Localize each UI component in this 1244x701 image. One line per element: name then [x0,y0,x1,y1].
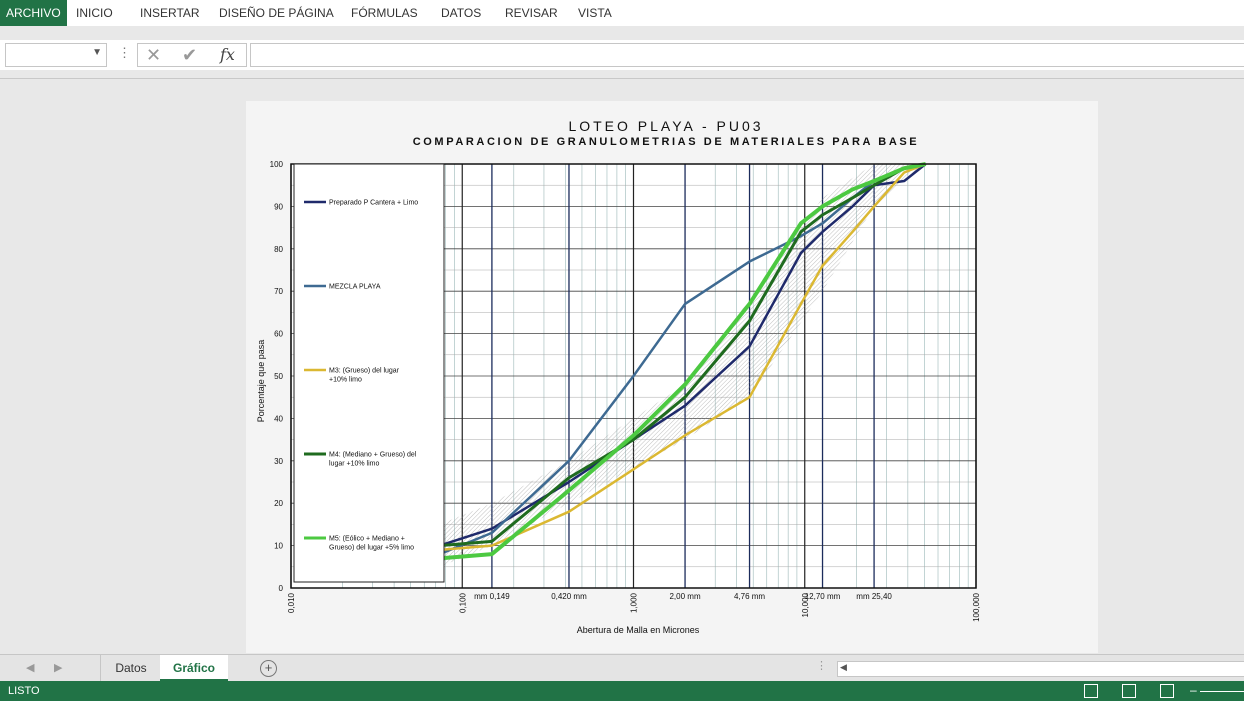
next-sheet-icon[interactable]: ▶ [54,662,63,674]
y-tick-label: 60 [274,330,283,339]
specification-band [439,164,925,567]
legend-entry-2: MEZCLA PLAYA [329,284,381,291]
page-break-icon[interactable] [1160,684,1174,698]
sheet-tab-grafico[interactable]: Gráfico [160,655,228,681]
x-tick-label: 1,000 [630,592,639,613]
chevron-down-icon[interactable]: ▼ [92,47,102,58]
add-sheet-icon[interactable]: + [260,660,277,677]
x-tick-label: 10,000 [801,592,810,617]
y-tick-label: 100 [270,160,284,169]
legend-box [293,163,445,583]
sieve-label: 12,70 mm [805,592,841,601]
status-bar: LISTO – [0,681,1244,701]
x-tick-label: 0,100 [458,592,467,613]
x-tick-label: 0,010 [287,592,296,613]
zoom-slider[interactable] [1200,691,1244,692]
y-tick-label: 40 [274,414,283,423]
formula-buttons: ✕ ✔ fx [137,43,247,67]
name-box[interactable]: ▼ [5,43,107,67]
normal-view-icon[interactable] [1084,684,1098,698]
scroll-handle-icon[interactable]: ⋮ [816,660,827,672]
tab-formulas[interactable]: FÓRMULAS [351,6,418,20]
chart-title: LOTEO PLAYA - PU03 [568,118,763,134]
sieve-label: mm 0,149 [474,592,510,601]
insert-function-icon[interactable]: fx [220,45,235,64]
plot-border [290,163,977,589]
x-tick-label: 100,000 [972,592,981,621]
horizontal-scrollbar[interactable]: ◀ [837,661,1244,677]
ribbon-tabs: ARCHIVO INICIO INSERTAR DISEÑO DE PÁGINA… [0,0,1244,26]
legend-entry-1: Preparado P Cantera + Limo [329,200,418,207]
prev-sheet-icon[interactable]: ◀ [26,662,35,674]
formula-input[interactable] [250,43,1244,67]
tab-diseno-de-pagina[interactable]: DISEÑO DE PÁGINA [219,6,334,20]
y-tick-label: 50 [274,372,283,381]
scroll-left-icon[interactable]: ◀ [840,662,847,672]
series-line-4 [439,162,926,548]
sheet-tab-datos[interactable]: Datos [100,655,161,681]
sieve-label: 2,00 mm [669,592,700,601]
sheet-tab-bar: ◀ ▶ Datos Gráfico + ⋮ ◀ [0,654,1244,682]
tab-revisar[interactable]: REVISAR [505,6,558,20]
tab-insertar[interactable]: INSERTAR [140,6,200,20]
y-tick-label: 30 [274,457,283,466]
sieve-label: mm 25,40 [856,592,892,601]
formula-bar: ▼ ⋮ ✕ ✔ fx [0,40,1244,70]
tab-inicio[interactable]: INICIO [76,6,113,20]
legend-entry-3: M3: (Grueso) del lugar +10% limo [329,368,400,384]
y-tick-label: 80 [274,245,283,254]
tab-datos[interactable]: DATOS [441,6,482,20]
series-line-5 [439,162,927,561]
y-tick-label: 10 [274,542,283,551]
granulometry-chart[interactable]: LOTEO PLAYA - PU03 COMPARACION DE GRANUL… [246,101,1098,653]
page-layout-icon[interactable] [1122,684,1136,698]
x-axis-label: Abertura de Malla en Micrones [577,625,700,635]
tab-archivo[interactable]: ARCHIVO [0,0,67,26]
tab-vista[interactable]: VISTA [578,6,612,20]
more-options-icon[interactable]: ⋮ [118,45,131,60]
zoom-out-icon[interactable]: – [1190,683,1197,697]
chart-area[interactable]: LOTEO PLAYA - PU03 COMPARACION DE GRANUL… [246,101,1098,653]
legend-entry-4: M4: (Mediano + Grueso) del lugar +10% lim… [329,452,417,468]
y-axis-label: Porcentaje que pasa [256,340,266,423]
check-icon[interactable]: ✔ [182,45,198,65]
status-ready: LISTO [8,685,40,697]
y-tick-label: 0 [279,584,284,593]
sieve-label: 4,76 mm [734,592,765,601]
y-tick-label: 70 [274,287,283,296]
chart-subtitle: COMPARACION DE GRANULOMETRIAS DE MATERIA… [413,136,920,148]
series-line-3 [439,162,927,552]
sheet-divider [0,78,1244,79]
y-tick-label: 20 [274,499,283,508]
sieve-label: 0,420 mm [551,592,587,601]
cancel-icon[interactable]: ✕ [146,45,162,65]
legend-entry-5: M5: (Eólico + Mediano + Grueso) del lugar… [329,536,414,552]
y-tick-label: 90 [274,202,283,211]
